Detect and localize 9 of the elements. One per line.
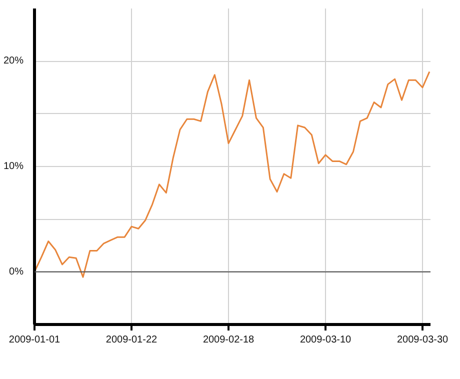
y-tick-label: 10% [3, 161, 24, 172]
y-tick-label: 20% [3, 56, 24, 67]
x-tick-label: 2009-03-30 [396, 334, 449, 346]
line-series [34, 70, 430, 278]
x-tick-label: 2009-01-22 [106, 334, 158, 346]
x-tick-label: 2009-02-18 [202, 334, 255, 346]
y-tick-label: 0% [9, 266, 24, 278]
x-tick-label: 2009-03-10 [300, 334, 352, 346]
x-tick-label: 2009-01-01 [8, 334, 61, 346]
